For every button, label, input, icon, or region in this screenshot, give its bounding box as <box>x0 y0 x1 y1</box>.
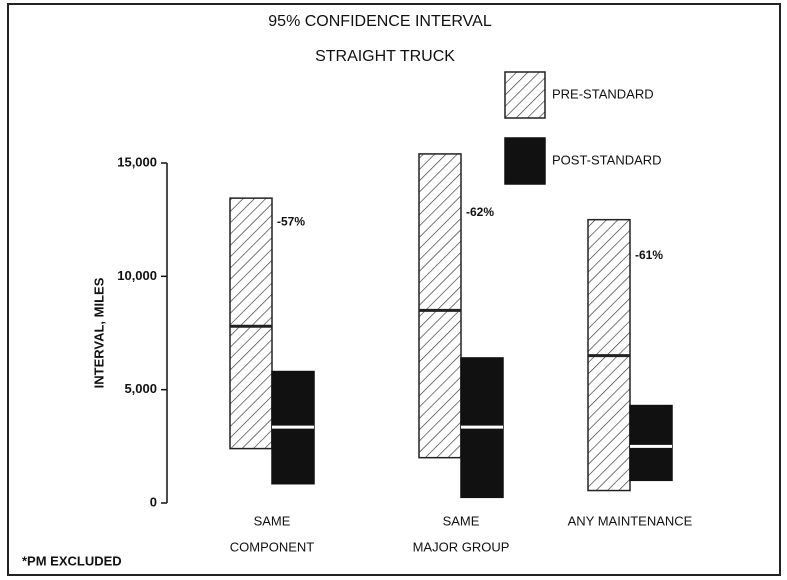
range-bar <box>418 153 462 459</box>
footnote: *PM EXCLUDED <box>22 553 122 568</box>
chart-subtitle: STRAIGHT TRUCK <box>315 48 455 65</box>
y-tick-label: 0 <box>150 494 157 509</box>
x-tick-label: MAJOR GROUP <box>413 539 510 554</box>
y-tick-label: 5,000 <box>124 381 157 396</box>
y-axis-label: INTERVAL, MILES <box>91 277 106 388</box>
chart-title: 95% CONFIDENCE INTERVAL <box>268 13 492 30</box>
range-bar <box>229 197 273 450</box>
frame <box>7 3 781 576</box>
annotation: -62% <box>466 205 494 219</box>
annotation: -61% <box>635 248 663 262</box>
legend-swatch <box>504 71 546 119</box>
range-bar <box>629 404 673 482</box>
y-tick-label: 15,000 <box>117 154 157 169</box>
x-tick-label: SAME <box>443 513 480 528</box>
legend-label: POST-STANDARD <box>552 152 662 167</box>
legend-label: PRE-STANDARD <box>552 86 654 101</box>
y-tick-label: 10,000 <box>117 268 157 283</box>
x-tick-label: SAME <box>254 513 291 528</box>
x-tick-label: ANY MAINTENANCE <box>568 513 693 528</box>
annotation: -57% <box>277 214 305 228</box>
legend-swatch <box>504 137 546 185</box>
x-tick-label: COMPONENT <box>230 539 315 554</box>
